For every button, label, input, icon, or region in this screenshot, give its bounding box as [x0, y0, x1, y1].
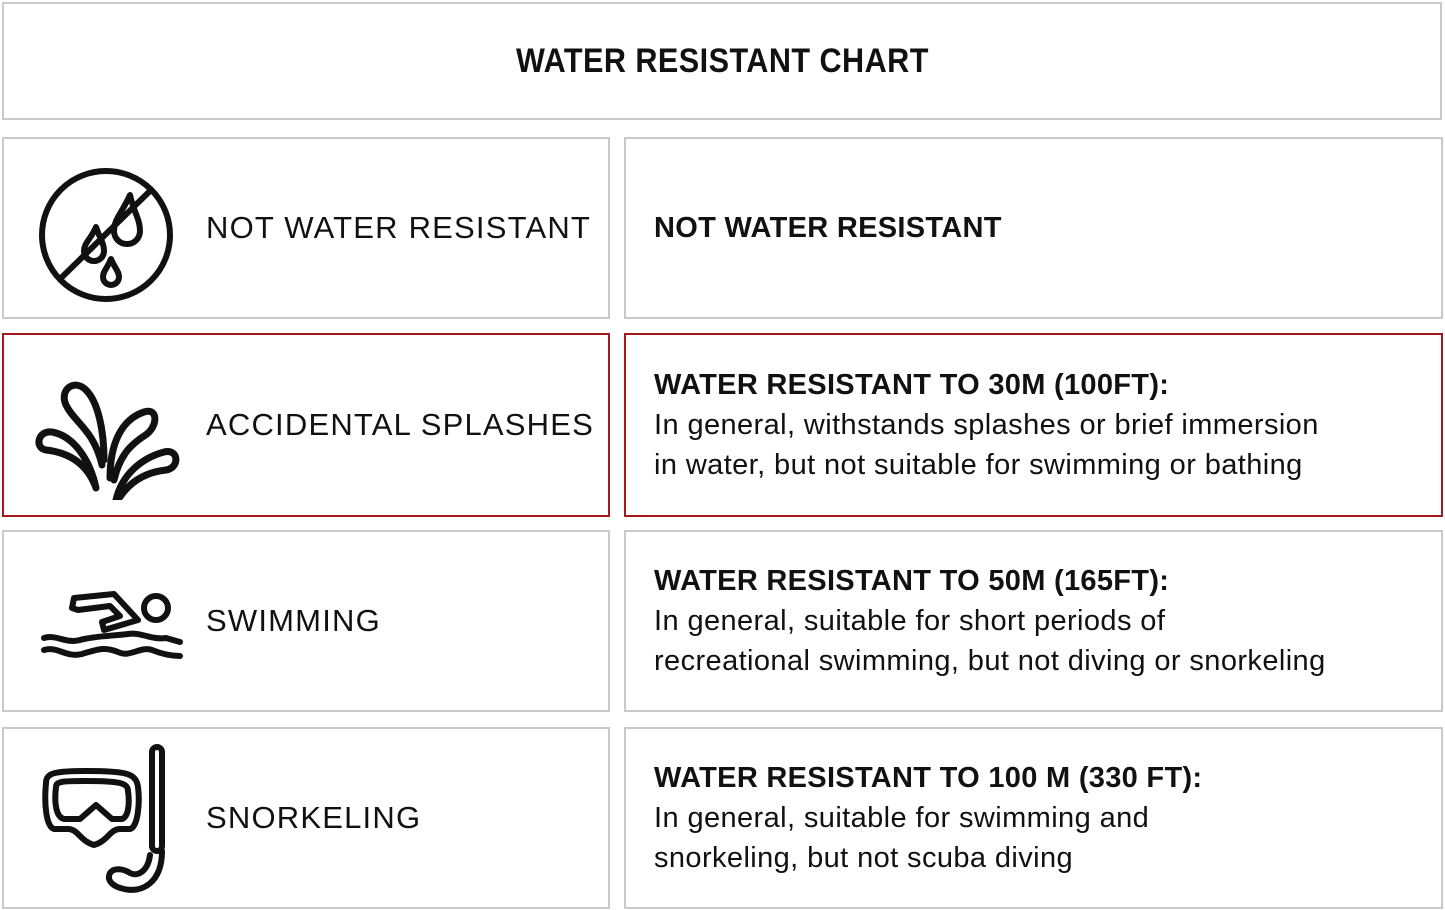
swimmer-icon	[41, 591, 183, 659]
splash-icon	[35, 381, 180, 500]
level-description-cell-50m: WATER RESISTANT TO 50M (165FT): In gener…	[624, 530, 1443, 712]
level-icon-cell-not-water-resistant: NOT WATER RESISTANT	[2, 137, 610, 319]
no-water-drops-icon	[39, 168, 173, 302]
level-description-line: snorkeling, but not scuba diving	[654, 842, 1074, 874]
level-heading: WATER RESISTANT TO 30M (100FT):	[654, 369, 1170, 401]
level-description-cell-100m: WATER RESISTANT TO 100 M (330 FT): In ge…	[624, 727, 1443, 909]
level-description-cell-not-water-resistant: NOT WATER RESISTANT	[624, 137, 1443, 319]
level-label: SNORKELING	[206, 800, 422, 835]
level-description-line: In general, suitable for swimming and	[654, 802, 1150, 834]
chart-title-box: WATER RESISTANT CHART	[2, 2, 1442, 120]
level-description-line: In general, suitable for short periods o…	[654, 605, 1166, 637]
snorkel-mask-icon	[42, 744, 165, 893]
level-label: NOT WATER RESISTANT	[206, 210, 592, 245]
level-heading: WATER RESISTANT TO 100 M (330 FT):	[654, 762, 1203, 794]
level-icon-cell-snorkeling: SNORKELING	[2, 727, 610, 909]
level-description-line: In general, withstands splashes or brief…	[654, 409, 1319, 441]
level-icon-cell-accidental-splashes: ACCIDENTAL SPLASHES	[2, 333, 610, 517]
level-description-line: recreational swimming, but not diving or…	[654, 645, 1326, 677]
level-label: ACCIDENTAL SPLASHES	[206, 407, 595, 442]
level-heading: WATER RESISTANT TO 50M (165FT):	[654, 565, 1170, 597]
level-description-line: in water, but not suitable for swimming …	[654, 449, 1303, 481]
level-label: SWIMMING	[206, 603, 381, 638]
level-description-cell-30m: WATER RESISTANT TO 30M (100FT): In gener…	[624, 333, 1443, 517]
chart-title: WATER RESISTANT CHART	[515, 41, 929, 80]
level-heading: NOT WATER RESISTANT	[654, 212, 1002, 244]
level-icon-cell-swimming: SWIMMING	[2, 530, 610, 712]
